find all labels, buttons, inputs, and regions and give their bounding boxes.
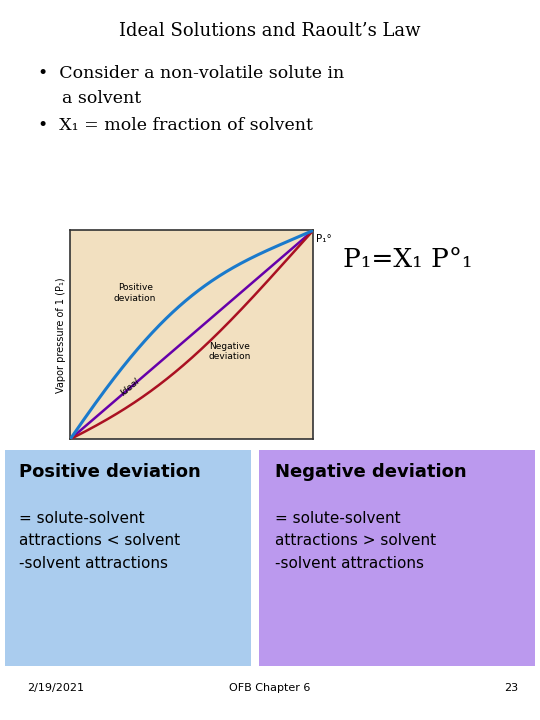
Text: 2/19/2021: 2/19/2021 bbox=[27, 683, 84, 693]
Y-axis label: Vapor pressure of 1 (P₁): Vapor pressure of 1 (P₁) bbox=[56, 277, 66, 392]
Text: Negative
deviation: Negative deviation bbox=[209, 342, 251, 361]
Text: Negative deviation: Negative deviation bbox=[275, 463, 467, 481]
Text: X₁ = 1: X₁ = 1 bbox=[280, 457, 313, 467]
Text: •  X₁ = mole fraction of solvent: • X₁ = mole fraction of solvent bbox=[38, 117, 313, 134]
Text: Ideal: Ideal bbox=[119, 377, 141, 397]
Text: Mole fraction of 1: Mole fraction of 1 bbox=[136, 472, 247, 482]
Text: a solvent: a solvent bbox=[62, 90, 141, 107]
Text: P₁=X₁ P°₁: P₁=X₁ P°₁ bbox=[343, 247, 472, 271]
Text: = solute-solvent
attractions < solvent
-solvent attractions: = solute-solvent attractions < solvent -… bbox=[19, 511, 180, 570]
Text: 23: 23 bbox=[504, 683, 518, 693]
Text: OFB Chapter 6: OFB Chapter 6 bbox=[230, 683, 310, 693]
Text: © 2001 Thomson Brooks/Cole: © 2001 Thomson Brooks/Cole bbox=[70, 486, 165, 491]
Text: Positive
deviation: Positive deviation bbox=[114, 284, 156, 302]
Text: X₁ = 0: X₁ = 0 bbox=[70, 457, 103, 467]
Text: = solute-solvent
attractions > solvent
-solvent attractions: = solute-solvent attractions > solvent -… bbox=[275, 511, 436, 570]
Text: Positive deviation: Positive deviation bbox=[19, 463, 201, 481]
Text: •  Consider a non-volatile solute in: • Consider a non-volatile solute in bbox=[38, 65, 344, 82]
Text: Ideal Solutions and Raoult’s Law: Ideal Solutions and Raoult’s Law bbox=[119, 22, 421, 40]
Text: P₁°: P₁° bbox=[316, 234, 332, 244]
